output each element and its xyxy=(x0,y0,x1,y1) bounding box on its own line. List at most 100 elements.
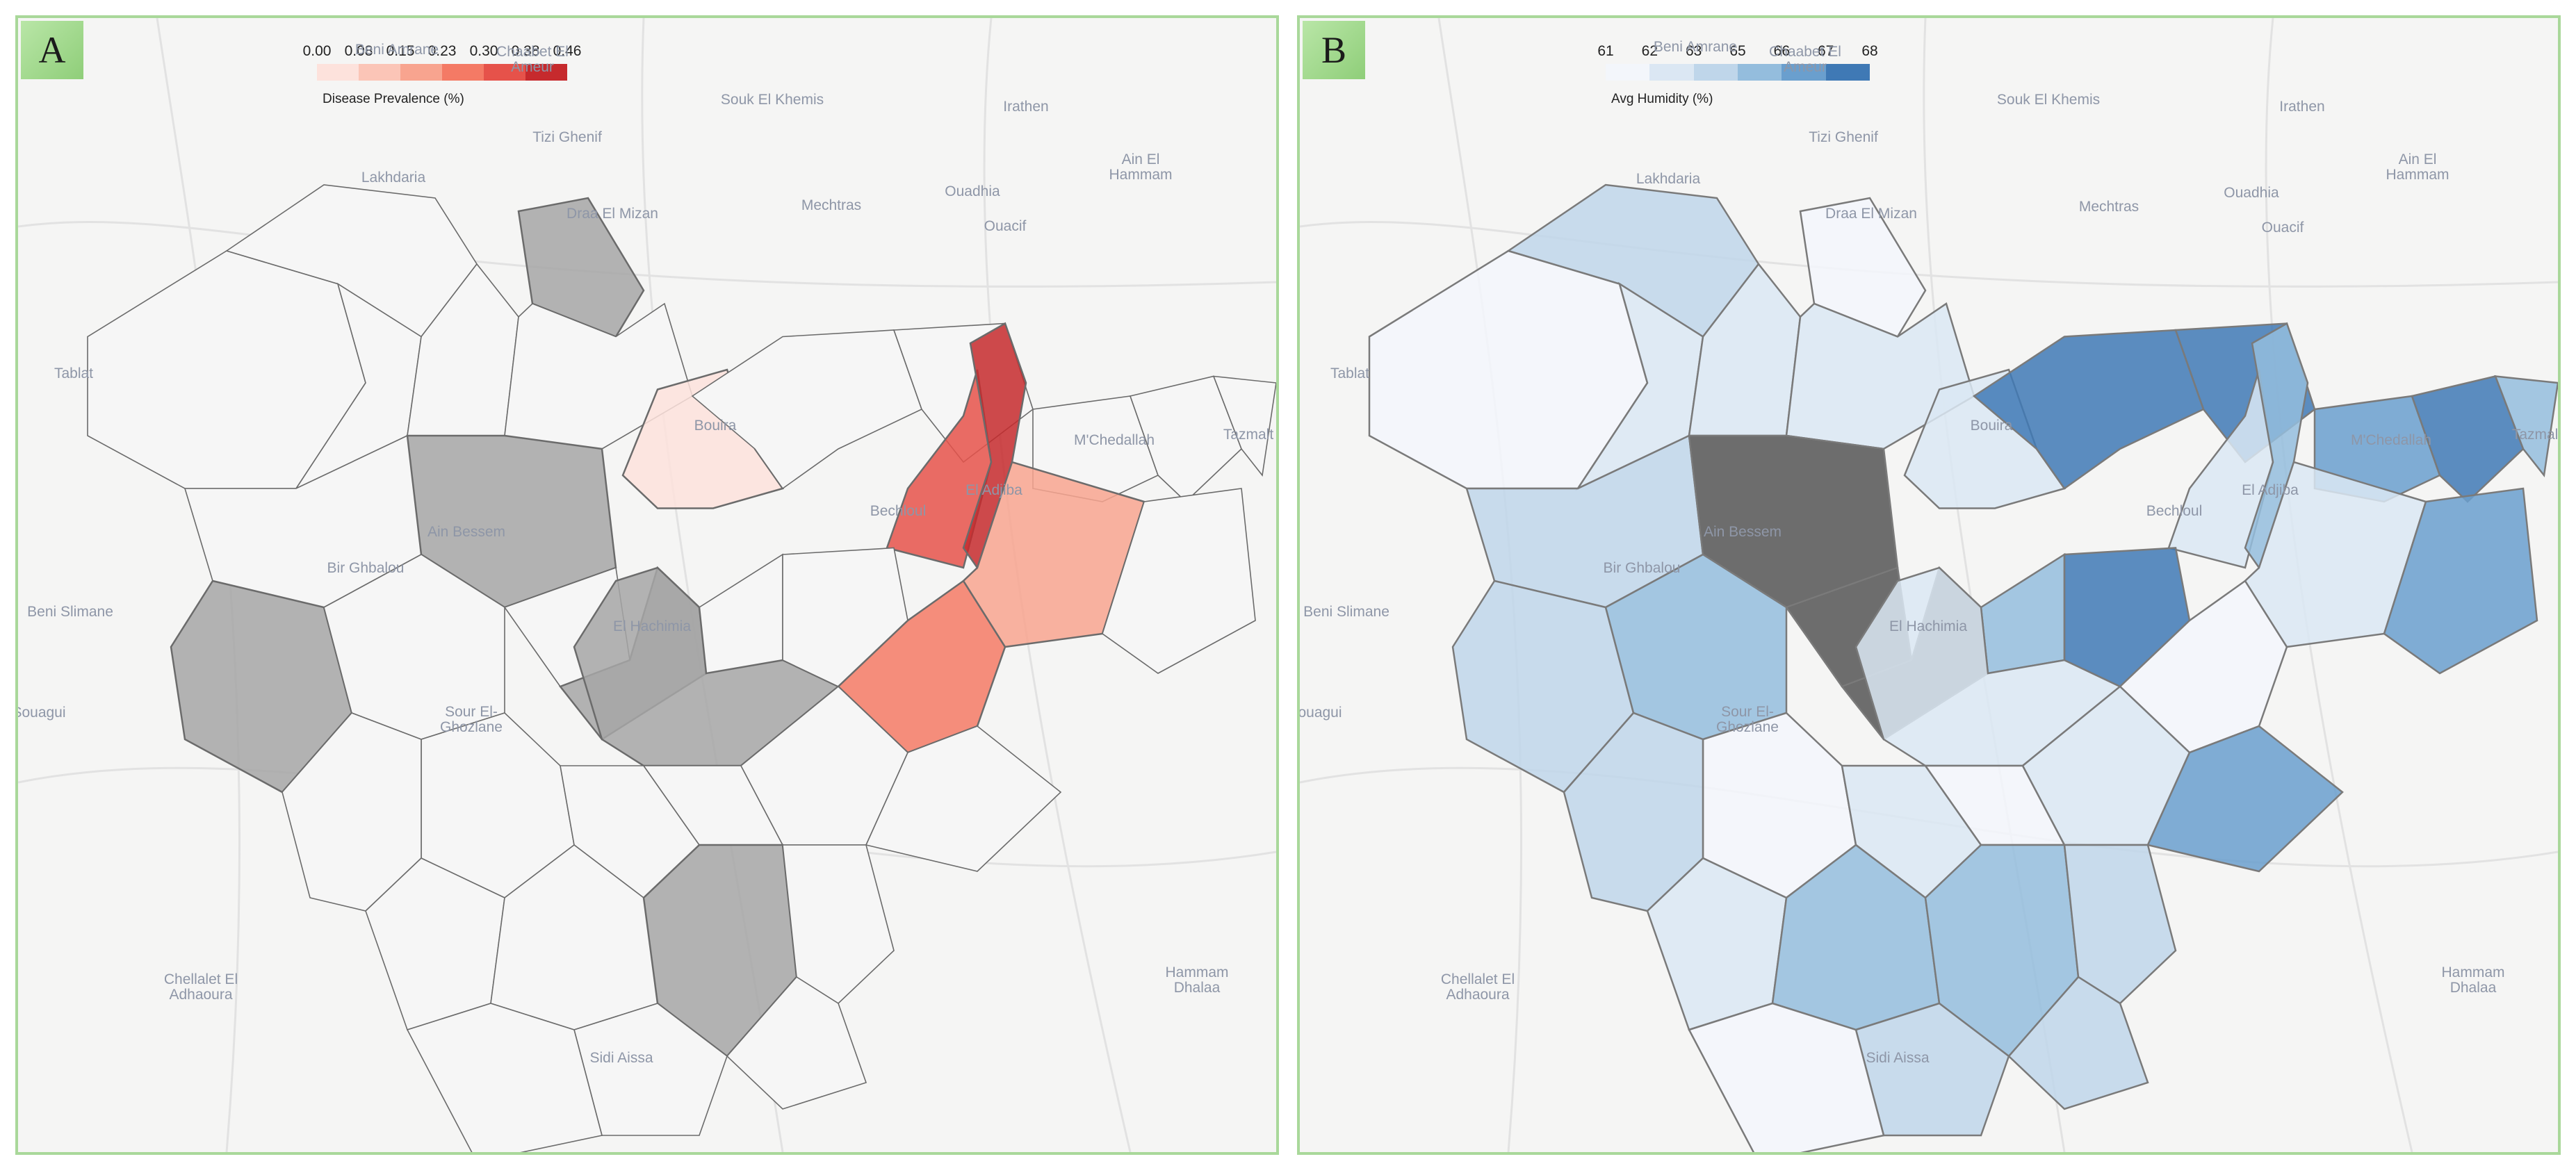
panel-label-b: B xyxy=(1303,21,1365,79)
legend-tick-label: 0.08 xyxy=(344,43,373,59)
place-label: Ouacif xyxy=(984,217,1027,234)
legend-swatch xyxy=(1737,64,1782,81)
place-label: Ain El Hammam xyxy=(2386,151,2449,183)
place-label: Bechloul xyxy=(2146,502,2203,519)
legend-swatch xyxy=(1825,64,1870,81)
legend-swatch xyxy=(359,64,400,81)
place-label: Irathen xyxy=(2279,98,2325,115)
commune-bordj-okhriss[interactable] xyxy=(2146,725,2344,873)
legend-tick-label: 0.38 xyxy=(511,43,540,59)
place-label: Sidi Aissa xyxy=(589,1049,653,1066)
commune-saharidj[interactable] xyxy=(2494,375,2558,478)
place-label: Mechtras xyxy=(801,197,862,213)
place-label: El Hachimia xyxy=(612,618,692,634)
legend-tick-label: 0.23 xyxy=(427,43,457,59)
place-label: Ouacif xyxy=(2261,219,2304,236)
place-label: Souk El Khemis xyxy=(720,91,824,108)
legend-tick-label: 65 xyxy=(1729,43,1746,59)
legend-color-bar xyxy=(317,64,567,81)
place-label: Sour El- Ghozlane xyxy=(1716,703,1779,735)
commune-haizer[interactable] xyxy=(1972,329,2205,490)
place-label: Beni Amrane xyxy=(1653,38,1738,55)
commune-dirah-s[interactable] xyxy=(406,1003,603,1152)
place-label: Tablat xyxy=(54,365,94,381)
choropleth-map-a[interactable] xyxy=(18,18,1276,1152)
legend-swatch xyxy=(1693,64,1738,81)
place-label: Beni Amrane xyxy=(354,41,439,58)
commune-ain-laloui[interactable] xyxy=(699,553,783,674)
place-label: Tazmalt xyxy=(2511,426,2561,443)
place-label: Souk El Khemis xyxy=(1996,91,2101,108)
place-label: Tizi Ghenif xyxy=(532,129,602,145)
map-panel-avg-humidity: B 61 62 63 65 66 67 68 Avg Humidity (%) Beni A… xyxy=(1297,15,2561,1155)
commune-aomar-n[interactable] xyxy=(1799,197,1927,338)
place-label: Hammam Dhalaa xyxy=(2441,964,2505,996)
legend-avg-humidity: 61 62 63 65 66 67 68 Avg Humidity (%) xyxy=(1597,43,1877,106)
commune-dirah-s[interactable] xyxy=(1688,1002,1885,1152)
commune-polygons xyxy=(87,184,1276,1152)
place-label: Ouadhia xyxy=(2224,184,2279,201)
place-label: Tazmalt xyxy=(1223,426,1274,443)
place-label: Bechloul xyxy=(870,502,927,519)
legend-tick-label: 61 xyxy=(1597,43,1614,59)
place-label: Bir Ghbalou xyxy=(1603,559,1681,576)
place-label: Chaabet El Ameur xyxy=(1769,43,1841,75)
legend-swatch xyxy=(442,64,484,81)
commune-mchedallah[interactable] xyxy=(2411,375,2525,503)
legend-ticks: 0.00 0.08 0.15 0.23 0.30 0.38 0.46 xyxy=(303,43,582,60)
place-label: Ouadhia xyxy=(945,183,1000,199)
place-label: Beni Slimane xyxy=(27,603,113,620)
place-label: Beni Slimane xyxy=(1303,603,1389,620)
place-label: El Adjiba xyxy=(2242,482,2299,498)
place-label: Bouira xyxy=(1970,417,2013,434)
commune-maamora[interactable] xyxy=(782,844,895,1005)
place-label: Bir Ghbalou xyxy=(327,559,405,576)
choropleth-map-b[interactable] xyxy=(1300,18,2558,1152)
place-label: Tizi Ghenif xyxy=(1809,129,1878,145)
commune-bordj-okhriss[interactable] xyxy=(865,725,1062,872)
place-label: El Adjiba xyxy=(965,482,1022,498)
place-label: M'Chedallah xyxy=(1073,432,1155,448)
commune-mamora-s[interactable] xyxy=(726,976,867,1110)
commune-mchedallah[interactable] xyxy=(1129,375,1242,503)
legend-swatch xyxy=(1649,64,1694,81)
place-label: Bouira xyxy=(694,417,737,434)
legend-swatch xyxy=(525,64,567,81)
legend-disease-prevalence: 0.00 0.08 0.15 0.23 0.30 0.38 0.46 Disease Pre… xyxy=(303,43,582,106)
legend-tick-label: 0.30 xyxy=(469,43,498,59)
commune-haizer[interactable] xyxy=(691,329,922,490)
commune-mamora-s[interactable] xyxy=(2007,976,2149,1110)
place-label: Chaabet El Ameur xyxy=(496,43,569,75)
place-label: El Hachimia xyxy=(1889,618,1968,634)
legend-swatch xyxy=(484,64,525,81)
commune-dechmia[interactable] xyxy=(1102,488,1256,674)
legend-tick-label: 63 xyxy=(1685,43,1702,59)
place-label: Chellalet El Adhaoura xyxy=(1440,971,1515,1003)
commune-maamora[interactable] xyxy=(2063,844,2177,1005)
legend-tick-label: 66 xyxy=(1773,43,1791,59)
commune-polygons xyxy=(1368,183,2558,1152)
place-label: Draa El Mizan xyxy=(566,205,658,222)
legend-swatch xyxy=(317,64,359,81)
legend-swatch xyxy=(1606,64,1650,81)
legend-swatch xyxy=(1782,64,1826,81)
place-label: Lakhdaria xyxy=(1636,170,1701,187)
place-label: Ain Bessem xyxy=(1703,523,1782,540)
legend-color-bar xyxy=(1606,64,1870,81)
place-label: Ain Bessem xyxy=(427,523,506,540)
legend-tick-label: 0.46 xyxy=(553,43,582,59)
legend-title: Disease Prevalence (%) xyxy=(323,92,464,106)
commune-saharidj[interactable] xyxy=(1212,375,1276,477)
place-label: M'Chedallah xyxy=(2350,432,2432,448)
legend-ticks: 61 62 63 65 66 67 68 xyxy=(1597,43,1877,60)
place-label: Souagui xyxy=(1298,704,1342,721)
legend-tick-label: 68 xyxy=(1861,43,1878,59)
legend-title: Avg Humidity (%) xyxy=(1611,92,1713,106)
place-label: Mechtras xyxy=(2078,198,2139,215)
commune-aomar-n[interactable] xyxy=(517,197,645,338)
place-label: Irathen xyxy=(1003,98,1049,115)
commune-ain-laloui[interactable] xyxy=(1980,552,2066,675)
place-label: Tablat xyxy=(1330,365,1370,381)
place-label: Draa El Mizan xyxy=(1825,205,1917,222)
commune-dechmia[interactable] xyxy=(2383,487,2538,675)
